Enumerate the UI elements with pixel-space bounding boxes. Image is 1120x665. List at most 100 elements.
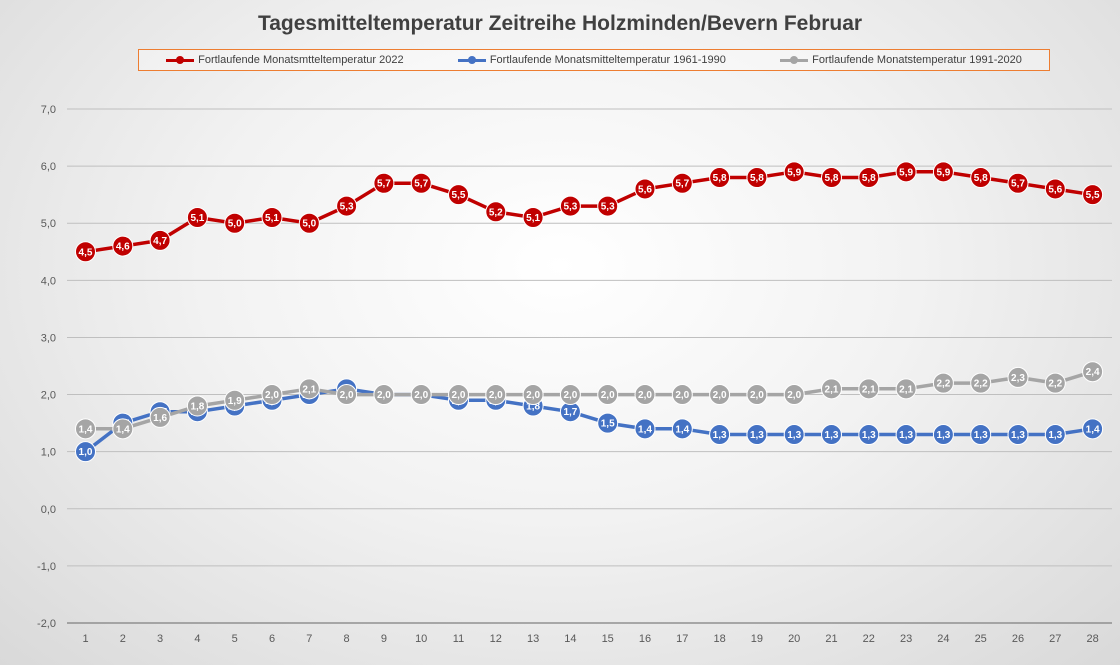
data-label: 1,4 [116, 424, 130, 435]
data-point [597, 412, 619, 434]
data-label: 2,0 [713, 390, 727, 401]
data-point [224, 389, 246, 411]
data-label: 5,1 [265, 213, 279, 224]
data-label: 5,7 [377, 179, 391, 190]
data-point [634, 418, 656, 440]
y-tick-label: 6,0 [41, 161, 56, 173]
data-label: 5,8 [825, 173, 839, 184]
data-label: 1,8 [190, 401, 204, 412]
data-point [746, 167, 768, 189]
data-point [1044, 372, 1066, 394]
y-tick-label: 3,0 [41, 332, 56, 344]
data-label: 2,0 [489, 390, 503, 401]
data-point [1082, 184, 1104, 206]
data-label: 1,8 [526, 401, 540, 412]
x-tick-label: 16 [639, 633, 651, 645]
data-label: 2,1 [899, 384, 913, 395]
data-label: 5,9 [936, 167, 950, 178]
y-tick-label: 0,0 [41, 504, 56, 516]
x-tick-label: 7 [306, 633, 312, 645]
data-point [75, 241, 96, 263]
data-point [1082, 418, 1104, 440]
data-label: 4,5 [79, 247, 93, 258]
data-point [597, 195, 619, 217]
data-label: 5,6 [1048, 184, 1062, 195]
x-tick-label: 11 [453, 633, 464, 645]
x-tick-label: 6 [269, 633, 275, 645]
data-label: 5,5 [452, 190, 466, 201]
data-label: 1,3 [750, 430, 764, 441]
data-label: 5,3 [601, 202, 615, 213]
data-point [895, 378, 917, 400]
x-tick-label: 14 [564, 633, 576, 645]
data-point [858, 167, 880, 189]
data-label: 5,7 [414, 179, 428, 190]
data-label: 2,4 [1086, 367, 1100, 378]
data-label: 1,3 [862, 430, 876, 441]
data-label: 5,9 [899, 167, 913, 178]
data-point [336, 384, 358, 406]
data-point [112, 235, 134, 257]
data-point [75, 441, 96, 463]
data-point [671, 418, 693, 440]
data-label: 5,1 [190, 213, 204, 224]
data-label: 1,5 [601, 419, 615, 430]
x-tick-label: 2 [120, 633, 126, 645]
data-label: 5,8 [862, 173, 876, 184]
legend-label-1991-2020: Fortlaufende Monatstemperatur 1991-2020 [812, 54, 1022, 66]
data-point [634, 178, 656, 200]
data-label: 2,0 [414, 390, 428, 401]
data-label: 5,0 [228, 219, 242, 230]
data-label: 5,8 [750, 173, 764, 184]
data-label: 5,0 [302, 219, 316, 230]
x-tick-label: 4 [194, 633, 200, 645]
data-label: 1,4 [1086, 424, 1100, 435]
data-point [261, 207, 283, 229]
data-label: 1,3 [899, 430, 913, 441]
data-point [671, 384, 693, 406]
data-point [746, 384, 768, 406]
data-label: 5,3 [563, 202, 577, 213]
y-tick-label: -2,0 [37, 618, 56, 630]
data-point [373, 384, 395, 406]
x-tick-label: 10 [415, 633, 427, 645]
x-tick-label: 26 [1012, 633, 1024, 645]
data-label: 2,3 [1011, 373, 1025, 384]
data-label: 2,2 [974, 379, 988, 390]
legend-label-2022: Fortlaufende Monatsmtteltemperatur 2022 [198, 54, 404, 66]
x-tick-label: 27 [1049, 633, 1061, 645]
data-point [522, 207, 544, 229]
data-label: 5,8 [974, 173, 988, 184]
data-point [298, 212, 320, 234]
data-label: 2,0 [750, 390, 764, 401]
data-point [336, 195, 358, 217]
data-label: 1,9 [228, 396, 242, 407]
data-point [597, 384, 619, 406]
data-point [858, 424, 880, 446]
data-point [1007, 424, 1029, 446]
data-label: 1,3 [713, 430, 727, 441]
x-tick-label: 5 [232, 633, 238, 645]
data-label: 1,3 [787, 430, 801, 441]
x-tick-label: 22 [863, 633, 875, 645]
data-point [224, 212, 246, 234]
data-label: 2,0 [787, 390, 801, 401]
y-tick-label: 2,0 [41, 390, 56, 402]
y-tick-label: 5,0 [41, 218, 56, 230]
data-label: 4,7 [153, 236, 167, 247]
data-point [298, 378, 320, 400]
data-point [858, 378, 880, 400]
data-label: 5,9 [787, 167, 801, 178]
data-label: 5,8 [713, 173, 727, 184]
data-point [709, 384, 731, 406]
data-point [932, 372, 954, 394]
y-tick-label: -1,0 [37, 561, 56, 573]
legend-swatch-1991-2020 [780, 55, 809, 65]
y-tick-label: 1,0 [41, 447, 56, 459]
x-tick-label: 12 [490, 633, 502, 645]
data-label: 5,7 [675, 179, 689, 190]
data-point [448, 184, 469, 206]
data-label: 1,0 [79, 447, 93, 458]
data-label: 2,1 [825, 384, 839, 395]
